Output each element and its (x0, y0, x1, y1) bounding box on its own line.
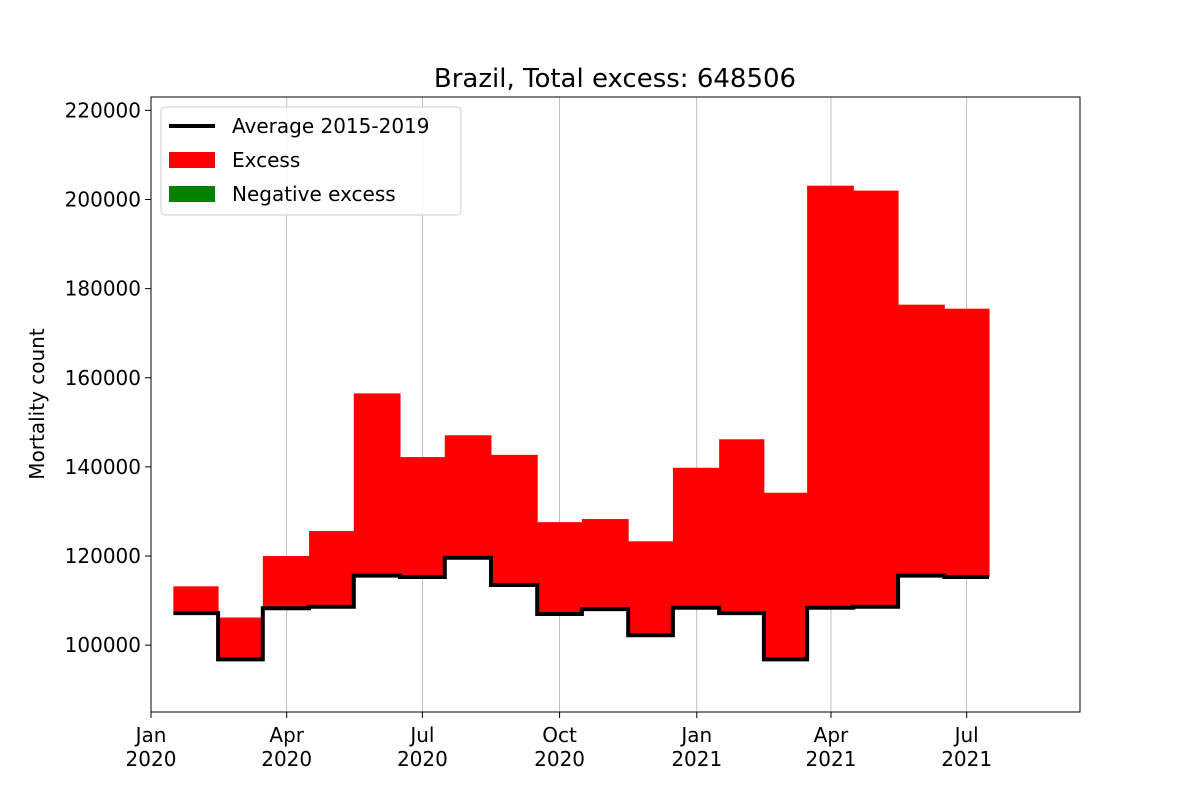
bars-layer (173, 185, 990, 660)
x-tick-month-4: Jan (679, 723, 712, 747)
x-tick-year-3: 2020 (534, 747, 585, 771)
x-tick-month-2: Jul (408, 723, 434, 747)
legend-swatch-2 (169, 186, 215, 202)
y-tick-label-3: 160000 (65, 366, 141, 390)
excess-bar-2 (262, 556, 310, 609)
excess-bar-9 (581, 519, 629, 610)
excess-bar-1 (218, 617, 264, 660)
average-line-layer (173, 555, 989, 662)
y-tick-label-1: 120000 (65, 544, 141, 568)
excess-bar-12 (719, 439, 765, 614)
excess-bar-7 (490, 454, 538, 585)
y-axis-label: Mortality count (25, 328, 49, 480)
excess-bar-11 (672, 467, 720, 608)
x-tick-year-0: 2020 (126, 747, 177, 771)
average-2015-2019-line (173, 555, 989, 662)
legend-label-2: Negative excess (232, 182, 396, 206)
x-tick-year-1: 2020 (261, 747, 312, 771)
x-tick-month-5: Apr (814, 723, 849, 747)
legend-label-1: Excess (232, 148, 300, 172)
y-tick-label-4: 180000 (65, 277, 141, 301)
x-tick-year-6: 2021 (941, 747, 992, 771)
excess-bar-13 (763, 492, 808, 660)
x-tick-year-2: 2020 (397, 747, 448, 771)
y-tick-label-2: 140000 (65, 455, 141, 479)
excess-bar-0 (173, 586, 219, 614)
excess-bar-8 (537, 522, 583, 614)
x-tick-month-0: Jan (134, 723, 167, 747)
chart-title: Brazil, Total excess: 648506 (434, 64, 796, 94)
x-tick-year-4: 2021 (671, 747, 722, 771)
legend-box (160, 106, 462, 216)
excess-bar-5 (400, 457, 446, 577)
y-ticks: 100000 120000 140000 160000 180000 200000 2200… (65, 98, 151, 657)
plot-frame (150, 96, 1081, 713)
excess-bar-16 (898, 304, 945, 576)
excess-bar-4 (353, 393, 401, 576)
excess-bar-10 (628, 541, 674, 636)
excess-bar-15 (853, 190, 899, 607)
excess-bar-17 (944, 308, 990, 577)
x-tick-year-5: 2021 (806, 747, 857, 771)
excess-bar-6 (444, 435, 492, 558)
y-tick-label-5: 200000 (65, 188, 141, 212)
x-tick-month-1: Apr (269, 723, 304, 747)
legend: Average 2015-2019 Excess Negative excess (160, 106, 462, 216)
y-tick-label-6: 220000 (65, 98, 141, 122)
legend-swatch-1 (169, 152, 215, 168)
excess-bar-3 (309, 531, 355, 607)
x-tick-month-6: Jul (953, 723, 979, 747)
x-ticks: Jan2020Apr2020Jul2020Oct2020Jan2021Apr20… (126, 712, 992, 771)
x-tick-month-3: Oct (542, 723, 577, 747)
legend-label-0: Average 2015-2019 (232, 114, 430, 138)
y-tick-label-0: 100000 (65, 633, 141, 657)
excess-bar-14 (807, 185, 854, 608)
